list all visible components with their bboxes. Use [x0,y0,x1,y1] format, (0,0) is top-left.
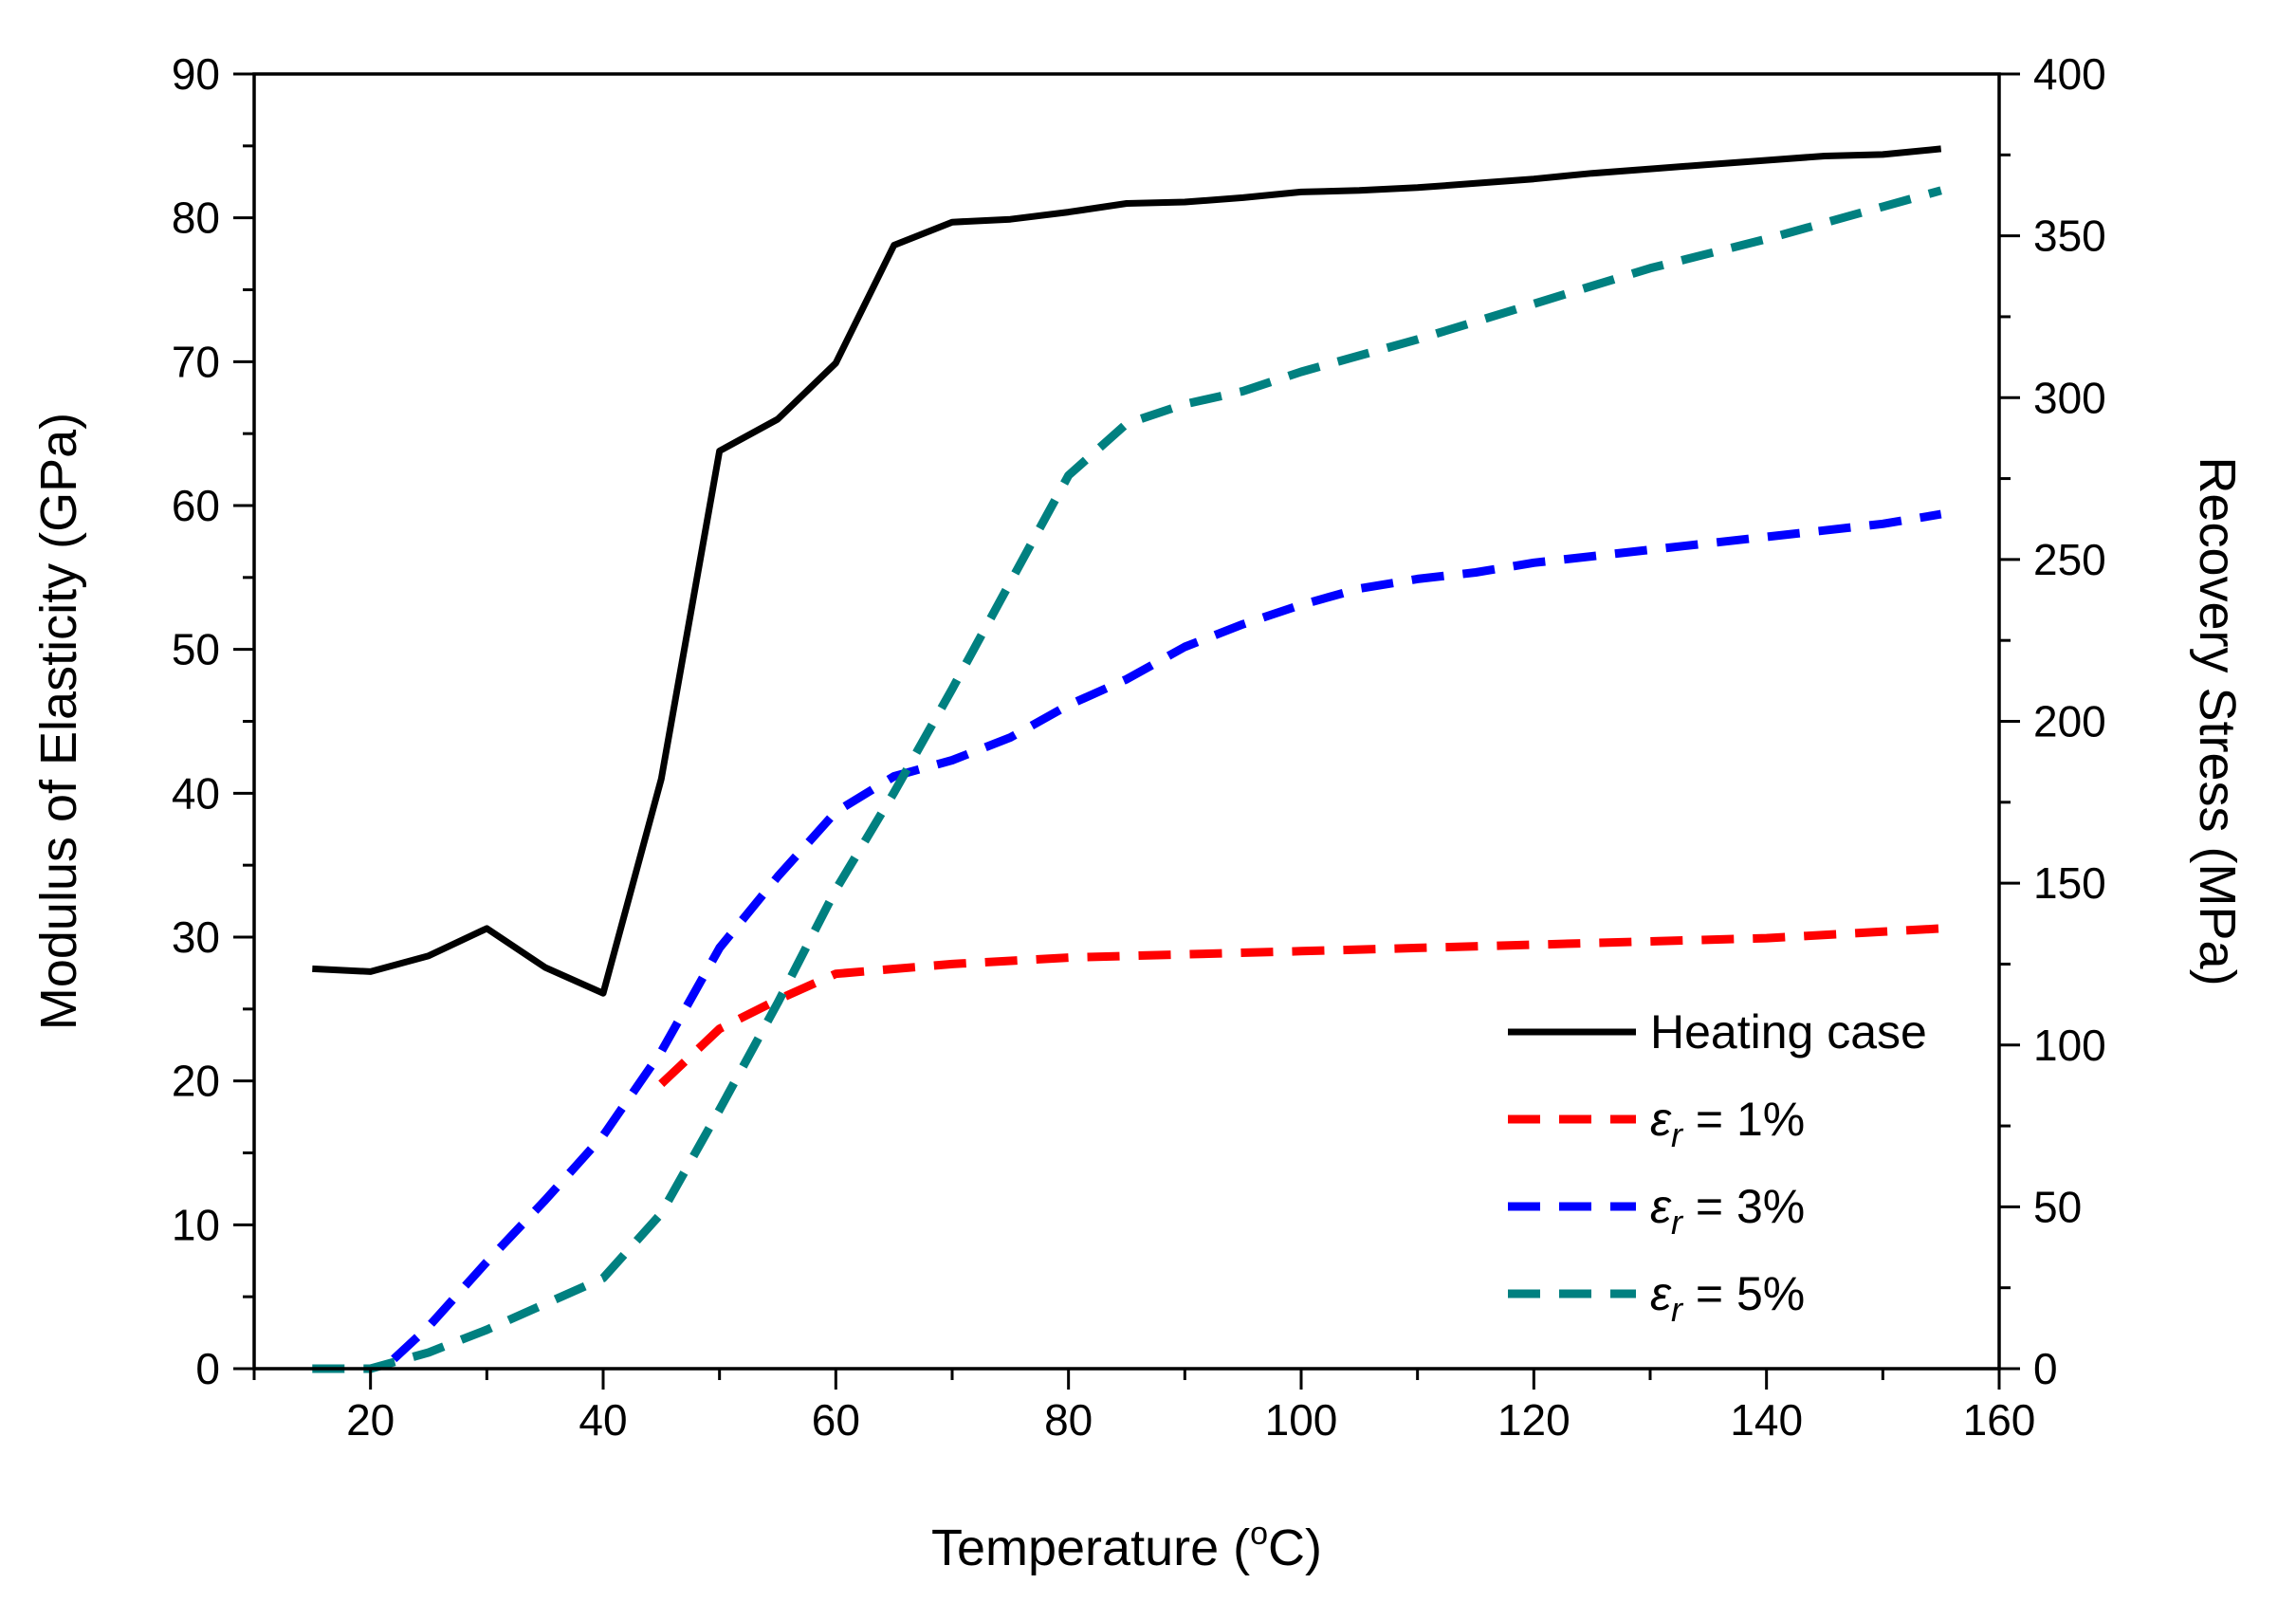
legend: Heating case εr = 1% εr = 3% εr = 5% [1508,1005,1927,1329]
legend-label-strain-5: εr = 5% [1650,1267,1805,1329]
y2-tick-label: 350 [2033,212,2106,261]
y2-tick-label: 300 [2033,373,2106,422]
legend-label-strain-1-symbol: ε [1650,1093,1672,1146]
x-tick-label: 20 [346,1395,395,1445]
y2-tick-label: 100 [2033,1021,2106,1070]
x-axis-title: Temperature (oC) [931,1516,1322,1576]
plot-frame [252,72,2001,1371]
y2-tick-label: 150 [2033,858,2106,908]
x-tick-label: 60 [812,1395,860,1445]
y-tick-label: 20 [172,1057,220,1106]
y2-tick-label: 400 [2033,49,2106,99]
y2-axis-title: Recovery Stress (MPa) [2189,456,2246,985]
x-tick-label: 120 [1497,1395,1570,1445]
ticks-layer: 20 40 60 80 100 120 140 16001020304050607080900… [172,49,2106,1445]
series-strain-1 [658,924,1941,1087]
y2-tick-label: 50 [2033,1182,2082,1231]
legend-label-heating: Heating case [1650,1005,1927,1059]
legend-label-strain-1: εr = 1% [1650,1093,1805,1154]
x-tick-label: 40 [579,1395,627,1445]
y2-tick-label: 200 [2033,697,2106,746]
axes-layer [252,72,2001,1371]
y-tick-label: 90 [172,49,220,99]
x-tick-label: 140 [1730,1395,1803,1445]
y2-tick-label: 0 [2033,1344,2058,1393]
y-tick-label: 0 [195,1344,220,1393]
legend-label-strain-1-sub: r [1671,1115,1684,1154]
y-tick-label: 70 [172,337,220,386]
legend-label-strain-1-value: = 1% [1682,1093,1805,1146]
legend-label-strain-3-value: = 3% [1682,1180,1805,1233]
y-tick-label: 80 [172,193,220,243]
x-tick-label: 80 [1044,1395,1093,1445]
y-tick-label: 10 [172,1200,220,1249]
x-tick-label: 100 [1265,1395,1338,1445]
y2-tick-label: 250 [2033,535,2106,584]
series-strain-5 [312,186,1942,1373]
legend-label-strain-5-sub: r [1671,1290,1684,1329]
y-tick-label: 60 [172,481,220,530]
series-strain-3 [391,509,1942,1363]
y-axis-title: Modulus of Elasticity (GPa) [30,413,87,1030]
series-heating-case [312,145,1942,997]
legend-label-strain-3: εr = 3% [1650,1180,1805,1242]
x-axis-title-degree: o [1250,1516,1268,1552]
legend-label-strain-5-value: = 5% [1682,1267,1805,1320]
series-layer [312,145,1942,1373]
legend-label-strain-3-sub: r [1671,1203,1684,1242]
y-tick-label: 40 [172,768,220,818]
x-tick-label: 160 [1963,1395,2036,1445]
legend-label-strain-3-symbol: ε [1650,1180,1672,1233]
x-axis-title-end: C) [1268,1519,1322,1576]
legend-label-strain-5-symbol: ε [1650,1267,1672,1320]
x-axis-title-main: Temperature ( [931,1519,1250,1576]
y-tick-label: 30 [172,912,220,962]
y-tick-label: 50 [172,625,220,674]
